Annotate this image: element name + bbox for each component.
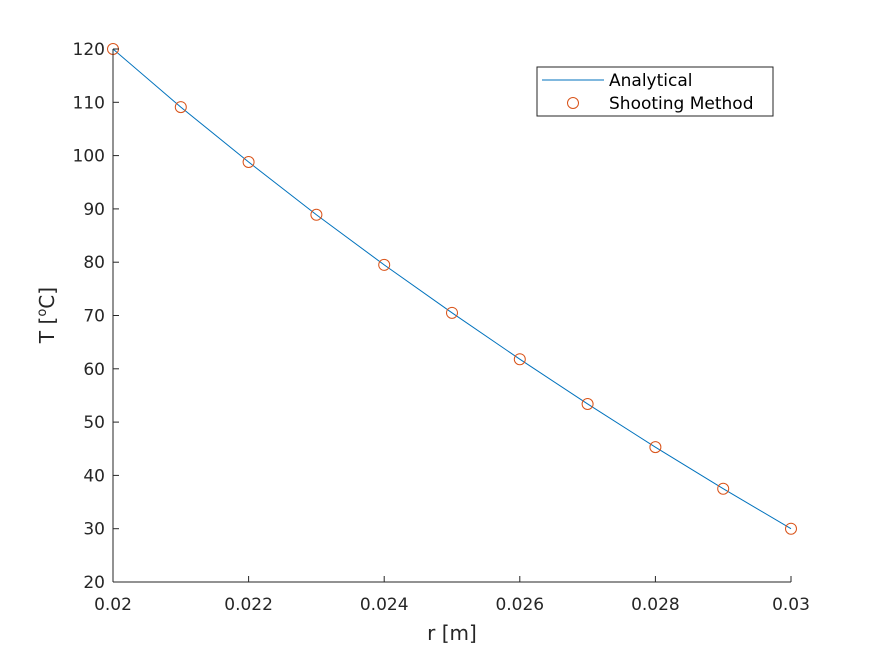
y-tick-label: 110 xyxy=(73,93,105,113)
y-tick-label: 40 xyxy=(83,466,105,486)
data-point-shooting-method xyxy=(174,101,187,114)
data-point-shooting-method xyxy=(581,397,594,410)
legend-swatch-shooting-method xyxy=(567,97,579,109)
y-ticks: 20 30 40 50 60 70 80 90 100 110 120 xyxy=(73,40,119,593)
legend: Analytical Shooting Method xyxy=(536,66,774,117)
x-tick-label: 0.022 xyxy=(224,595,273,615)
y-tick-label: 80 xyxy=(83,253,105,273)
data-point-shooting-method xyxy=(785,522,797,535)
data-point-shooting-method xyxy=(242,155,255,168)
y-tick-label: 30 xyxy=(83,520,105,540)
plot-background xyxy=(113,49,791,582)
x-tick-label: 0.03 xyxy=(772,595,810,615)
legend-label-analytical: Analytical xyxy=(609,71,692,91)
y-axis-label: T [oC] xyxy=(35,287,59,344)
x-axis-label: r [m] xyxy=(427,621,477,645)
y-tick-label: 60 xyxy=(83,360,105,380)
data-point-shooting-method xyxy=(717,482,730,495)
series-line-analytical xyxy=(112,48,792,530)
x-tick-label: 0.02 xyxy=(94,595,132,615)
x-tick-label: 0.026 xyxy=(495,595,544,615)
y-tick-label: 70 xyxy=(83,307,105,327)
y-tick-label: 50 xyxy=(83,413,105,433)
data-point-shooting-method xyxy=(513,353,526,366)
y-axis-label-unit: C] xyxy=(35,287,59,309)
y-tick-label: 90 xyxy=(83,200,105,220)
x-tick-label: 0.028 xyxy=(631,595,680,615)
series-layer xyxy=(107,43,797,535)
data-point-shooting-method xyxy=(378,258,391,271)
y-tick-label: 120 xyxy=(73,40,105,60)
y-tick-label: 20 xyxy=(83,573,105,593)
legend-label-shooting-method: Shooting Method xyxy=(609,94,753,114)
y-axis-label-superscript: o xyxy=(35,309,50,317)
data-point-shooting-method xyxy=(310,208,323,221)
x-tick-label: 0.024 xyxy=(360,595,409,615)
y-axis-label-main: T [ xyxy=(35,317,59,344)
x-ticks: 0.02 0.022 0.024 0.026 0.028 0.03 xyxy=(94,576,810,615)
data-point-shooting-method xyxy=(446,306,458,319)
data-point-shooting-method xyxy=(649,441,662,454)
y-tick-label: 100 xyxy=(73,147,105,167)
